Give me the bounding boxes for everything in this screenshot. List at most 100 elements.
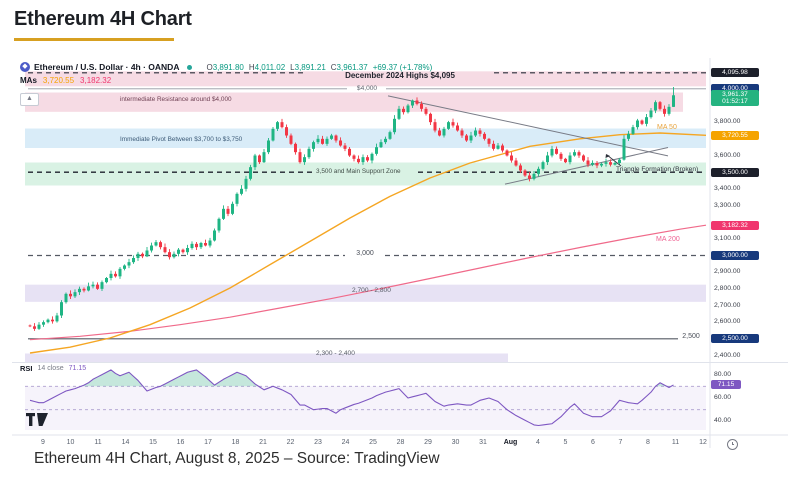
candle-body (546, 155, 549, 163)
candle-body (573, 152, 576, 156)
candle-body (46, 319, 50, 323)
candle-body (469, 135, 473, 141)
candle-body (393, 118, 396, 133)
time-tick-label: 8 (646, 439, 650, 446)
time-tick-label: 31 (479, 439, 487, 446)
ma50-current-value: 3,720.55 (42, 76, 75, 85)
candle-body (172, 253, 176, 258)
time-tick-label: 10 (66, 439, 75, 446)
candle-body (559, 153, 563, 159)
candle-body (127, 262, 131, 266)
price-tick-label: 3,100.00 (714, 234, 741, 242)
candle-body (501, 145, 504, 151)
figure-caption: Ethereum 4H Chart, August 8, 2025 – Sour… (34, 450, 440, 467)
candle-body (321, 138, 324, 144)
candle-body (28, 325, 32, 327)
candle-body (100, 282, 104, 289)
candle-body (37, 324, 41, 329)
open-value: 3,891.80 (212, 62, 244, 72)
price-tick-label: 2,600.00 (714, 318, 741, 326)
low-value: 3,891.21 (294, 62, 326, 72)
clock-icon[interactable] (727, 439, 738, 450)
candle-body (604, 162, 608, 164)
candle-body (375, 147, 378, 154)
time-tick-label: 17 (204, 439, 212, 446)
candle-body (564, 158, 567, 163)
candle-body (465, 135, 468, 141)
candle-body (73, 292, 77, 297)
candle-body (217, 218, 221, 231)
candle-body (537, 168, 540, 174)
time-tick-label: 11 (94, 439, 102, 446)
rsi-line (29, 369, 674, 427)
ma50-tag: MA 50 (657, 124, 677, 131)
candle-body (478, 130, 482, 134)
candle-body (55, 315, 59, 322)
candle-body (568, 155, 572, 163)
time-tick-label: 9 (41, 439, 45, 446)
candle-body (298, 152, 302, 163)
candle-body (190, 243, 194, 248)
symbol-title[interactable]: Ethereum / U.S. Dollar · 4h · OANDA (34, 62, 180, 72)
candle-body (316, 138, 320, 143)
pane-collapse-button[interactable]: ▲ (20, 93, 39, 106)
time-tick-label: 14 (121, 439, 130, 446)
candle-body (303, 157, 306, 163)
close-value: 3,961.37 (336, 62, 368, 72)
candle-body (483, 133, 486, 139)
price-tick-label: 3,600.00 (714, 151, 741, 159)
price-badge: 3,000.00 (711, 251, 759, 260)
candle-body (195, 243, 198, 248)
price-badge: 2,500.00 (711, 334, 759, 344)
candle-body (433, 122, 437, 131)
candle-body (109, 273, 113, 278)
zone-band (25, 353, 508, 363)
candle-body (240, 188, 243, 194)
candle-body (411, 100, 414, 106)
candle-body (622, 138, 626, 160)
candle-body (523, 170, 527, 176)
candle-body (325, 138, 329, 144)
candle-body (595, 163, 599, 166)
ethereum-logo-icon: ◆ (20, 62, 30, 72)
tradingview-logo-icon[interactable] (26, 413, 50, 430)
candle-body (181, 249, 185, 253)
level-3000-label: 3,000 (356, 250, 374, 257)
candle-body (289, 135, 293, 144)
candle-body (528, 175, 531, 179)
trendline (504, 147, 669, 185)
price-badge: 3,720.55 (711, 130, 759, 140)
candle-body (267, 140, 270, 153)
rsi-current-value: 71.15 (68, 365, 87, 372)
candle-body (334, 135, 338, 141)
candle-body (226, 208, 230, 214)
time-tick-label: 4 (536, 439, 540, 446)
zone-band (25, 284, 706, 302)
candle-body (361, 157, 365, 163)
candle-body (654, 102, 657, 111)
rsi-name[interactable]: RSI (20, 364, 33, 373)
mas-label[interactable]: MAs (20, 76, 37, 85)
rsi-overbought-fill (30, 369, 674, 387)
candle-body (402, 108, 405, 113)
time-tick-label: 25 (369, 439, 377, 446)
candle-body (150, 245, 153, 251)
candle-body (420, 103, 423, 109)
candle-body (424, 108, 428, 114)
price-badge: 3,182.32 (711, 220, 759, 230)
page-title: Ethereum 4H Chart (14, 8, 192, 30)
time-tick-label: 28 (396, 439, 405, 446)
candle-body (406, 105, 410, 113)
candle-body (285, 127, 288, 136)
price-badge: 4,095.98 (711, 68, 759, 78)
time-tick-label: 18 (231, 439, 240, 446)
candle-body (114, 273, 117, 277)
resistance-annotation: intermediate Resistance around $4,000 (120, 96, 232, 103)
rsi-legend: RSI 14 close 71.15 (20, 364, 86, 373)
candle-body (510, 155, 513, 161)
candle-body (600, 163, 603, 166)
candle-body (258, 155, 261, 163)
chart-legend: ◆ Ethereum / U.S. Dollar · 4h · OANDA O3… (20, 62, 432, 72)
